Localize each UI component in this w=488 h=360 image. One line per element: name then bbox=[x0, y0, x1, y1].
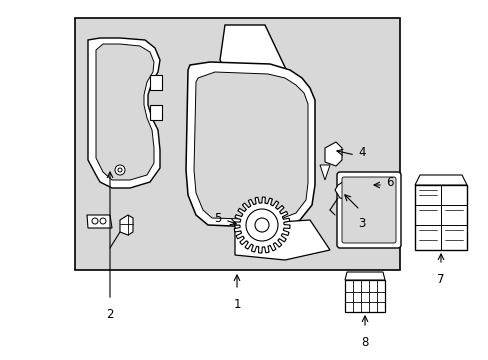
Circle shape bbox=[118, 168, 122, 172]
FancyBboxPatch shape bbox=[336, 172, 400, 248]
Polygon shape bbox=[345, 280, 384, 312]
Polygon shape bbox=[234, 197, 289, 253]
Polygon shape bbox=[220, 25, 309, 135]
Polygon shape bbox=[334, 180, 354, 200]
FancyBboxPatch shape bbox=[341, 177, 395, 243]
Polygon shape bbox=[120, 215, 133, 235]
Polygon shape bbox=[150, 75, 162, 90]
Polygon shape bbox=[325, 142, 341, 166]
Polygon shape bbox=[414, 185, 466, 250]
Text: 3: 3 bbox=[358, 217, 365, 230]
Polygon shape bbox=[235, 220, 329, 260]
Polygon shape bbox=[88, 38, 160, 188]
Text: 2: 2 bbox=[106, 308, 114, 321]
Text: 5: 5 bbox=[214, 211, 221, 225]
Polygon shape bbox=[150, 105, 162, 120]
Polygon shape bbox=[96, 44, 154, 180]
Text: 6: 6 bbox=[386, 176, 393, 189]
Polygon shape bbox=[185, 62, 314, 228]
Polygon shape bbox=[194, 72, 307, 220]
Polygon shape bbox=[87, 215, 112, 228]
Polygon shape bbox=[345, 272, 384, 280]
Polygon shape bbox=[414, 175, 466, 185]
Circle shape bbox=[100, 218, 106, 224]
Text: 1: 1 bbox=[233, 298, 240, 311]
Circle shape bbox=[245, 209, 278, 241]
Circle shape bbox=[254, 218, 268, 232]
Circle shape bbox=[92, 218, 98, 224]
Text: 8: 8 bbox=[361, 336, 368, 349]
Bar bbox=[75, 18, 399, 270]
Text: 4: 4 bbox=[358, 145, 365, 158]
Polygon shape bbox=[319, 165, 329, 180]
Circle shape bbox=[115, 165, 125, 175]
Text: 7: 7 bbox=[436, 273, 444, 286]
